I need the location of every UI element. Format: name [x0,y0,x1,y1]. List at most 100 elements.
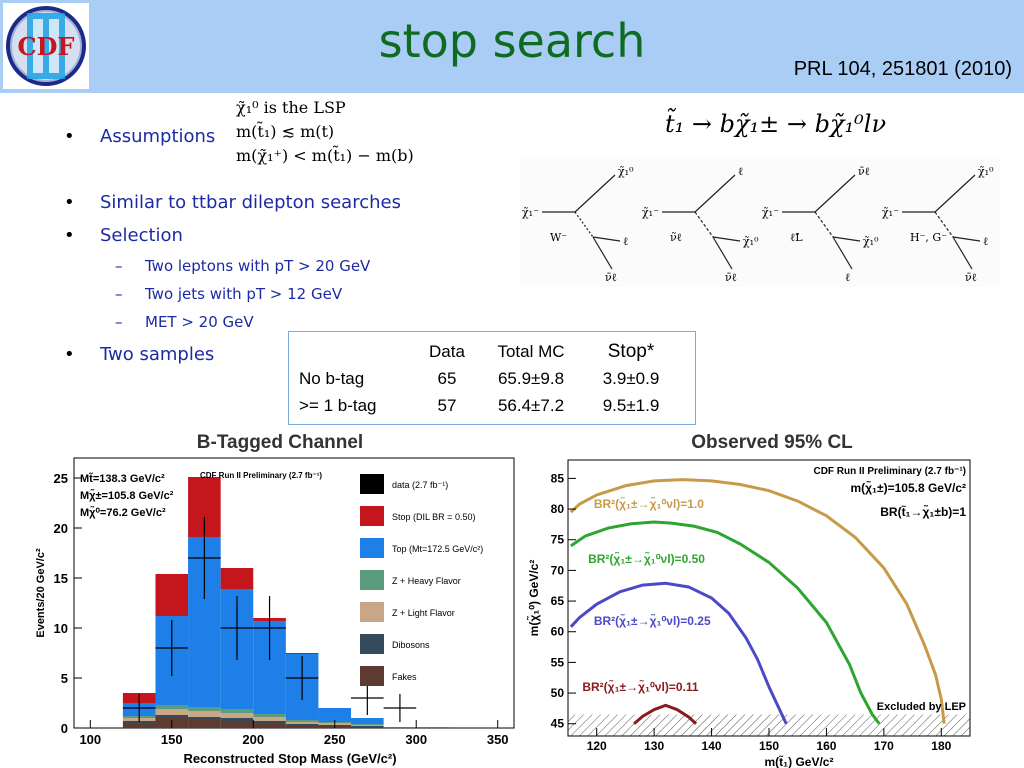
outgoing-label-top: ν̄ℓ [858,165,870,178]
legend-swatch [360,666,384,686]
bar-z-heavy-flavor [351,724,384,725]
bar-dibosons [188,717,221,720]
y-tick-label: 50 [551,686,565,700]
reference-citation: PRL 104, 251801 (2010) [793,58,1012,80]
y-tick-label: 85 [551,471,565,485]
mediator-line [574,211,594,238]
x-tick-label: 160 [816,739,836,753]
y-tick-label: 80 [551,502,565,516]
bullet-dot: • [64,126,75,147]
bar-stop [155,574,189,616]
y-tick-label: 55 [551,655,565,669]
y-tick-label: 45 [551,717,565,731]
mediator-label: ℓ̃L [790,231,803,244]
legend-swatch [360,538,384,558]
outgoing-label-top: χ̃₁⁰ [618,165,634,178]
title-bar: CDF stop search PRL 104, 251801 (2010) [0,0,1024,93]
bar-z-heavy-flavor [155,705,189,709]
x-tick-label: 350 [487,732,509,747]
mediator-line [934,211,954,238]
bullet-text: Two leptons with pT > 20 GeV [145,257,371,275]
outgoing-line [712,236,733,270]
y-tick-label: 5 [61,671,68,686]
page-title: stop search [378,14,646,68]
y-axis-label: Events/20 GeV/c² [35,548,47,638]
legend-swatch [360,570,384,590]
mediator-line [814,211,834,238]
bar-z-light-flavor [155,709,189,715]
bullet-dot: • [64,225,75,246]
legend-swatch [360,602,384,622]
y-tick-label: 25 [54,471,68,486]
bar-z-light-flavor [285,722,319,724]
x-tick-label: 180 [931,739,951,753]
bullet-ttbar: • Similar to ttbar dilepton searches [64,192,401,213]
table-header-row: Data Total MC Stop* [293,338,677,365]
outgoing-line [592,236,613,270]
outgoing-label-mid: ℓ [983,235,988,248]
x-tick-label: 100 [79,732,101,747]
outgoing-line [934,174,976,213]
legend-label: Z + Heavy Flavor [392,576,461,586]
bar-fakes [122,723,156,728]
svg-text:CDF: CDF [18,32,75,61]
bullet-dash: – [115,313,123,331]
legend-label: Dibosons [392,640,430,650]
table-cell: 65 [437,368,457,388]
legend-swatch [360,506,384,526]
outgoing-line [694,174,736,213]
exclusion-curve [569,581,788,725]
bar-stop [285,653,319,654]
y-tick-label: 75 [551,533,565,547]
x-tick-label: 150 [759,739,779,753]
bullet-selection: • Selection [64,225,183,246]
mediator-label: ν̃ℓ [670,231,682,244]
info-line: Mχ̃⁰=76.2 GeV/c² [80,506,166,519]
outgoing-line [592,236,621,242]
outgoing-label-mid: χ̃₁⁰ [863,235,879,248]
outgoing-line [814,174,856,213]
outgoing-label-bottom: ν̄ℓ [965,271,977,284]
table-row: No b-tag 65 65.9±9.8 3.9±0.9 [293,365,677,392]
exclusion-curve [633,703,698,725]
legend-label: Top (Mt=172.5 GeV/c²) [392,544,483,554]
x-tick-label: 250 [324,732,346,747]
bar-fakes [285,725,319,728]
bullet-text: MET > 20 GeV [145,313,254,331]
x-tick-label: 150 [161,732,183,747]
incoming-label: χ̃₁⁻ [642,206,659,219]
bar-z-heavy-flavor [220,709,254,713]
table-cell: >= 1 b-tag [299,395,377,415]
mediator-line [694,211,714,238]
table-cell: 56.4±7.2 [497,395,565,415]
info-line: m(χ̃₁±)=105.8 GeV/c² [850,480,966,495]
outgoing-label-bottom: ν̄ℓ [605,271,617,284]
legend-label: data (2.7 fb⁻¹) [392,480,448,490]
diagram-background [520,157,1000,287]
incoming-label: χ̃₁⁻ [522,206,539,219]
bullet-text: Two jets with pT > 12 GeV [145,285,343,303]
legend-swatch [360,634,384,654]
legend-label: Fakes [392,672,417,682]
assumption-lsp: χ̃₁⁰ is the LSP [236,98,346,117]
exclusion-curve [570,520,881,725]
y-tick-label: 0 [61,721,68,736]
y-tick-label: 60 [551,625,565,639]
table-row: >= 1 b-tag 57 56.4±7.2 9.5±1.9 [293,392,677,419]
bar-top [383,727,417,728]
bar-top [416,727,449,728]
legend-swatch [360,474,384,494]
table-cell: No b-tag [299,368,365,388]
bar-z-heavy-flavor [188,707,221,711]
bullet-dot: • [64,344,75,365]
bar-z-light-flavor [253,717,286,721]
assumption-stop-mass: m(t̃₁) ≲ m(t) [236,122,335,141]
x-tick-label: 140 [702,739,722,753]
y-tick-label: 70 [551,563,565,577]
bullet-text: Two samples [100,344,215,365]
legend-label: Stop (DIL BR = 0.50) [392,512,475,522]
y-tick-label: 65 [551,594,565,608]
preliminary-label: CDF Run II Preliminary (2.7 fb⁻¹) [200,471,322,480]
table-header-cell: Data [429,341,465,361]
x-tick-label: 300 [405,732,427,747]
